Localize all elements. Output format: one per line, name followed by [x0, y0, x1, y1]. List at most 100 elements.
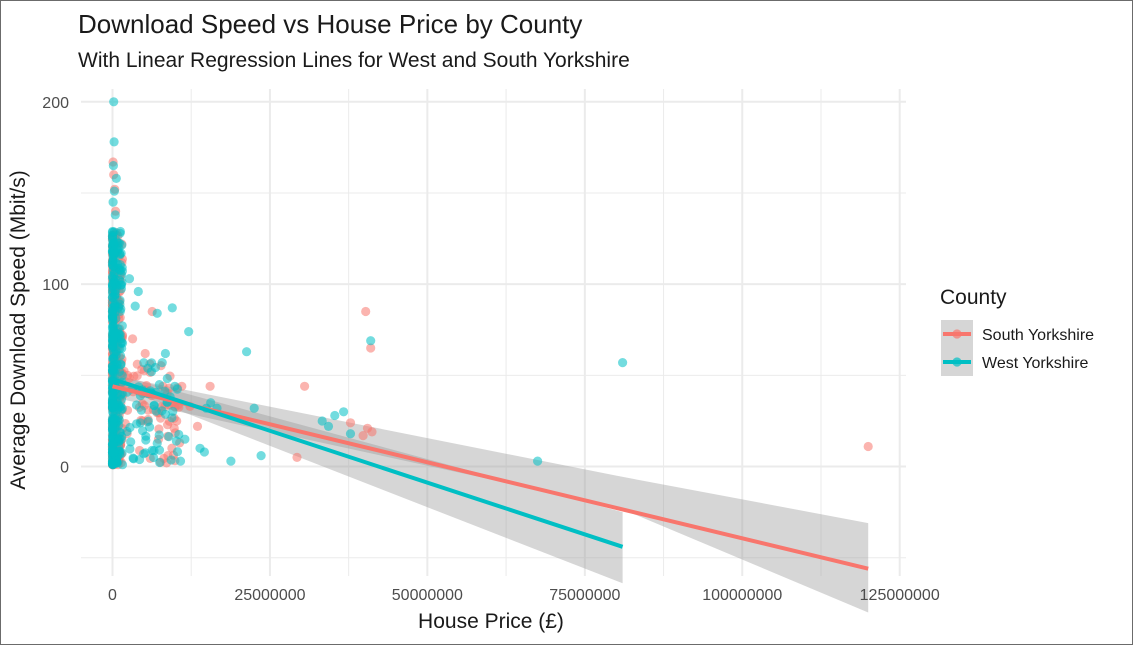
- data-point: [155, 457, 165, 468]
- data-point: [108, 197, 118, 207]
- data-point: [166, 455, 176, 465]
- data-point: [195, 443, 205, 453]
- chart-subtitle: With Linear Regression Lines for West an…: [78, 49, 630, 72]
- x-axis-title: House Price (£): [418, 610, 564, 633]
- data-point: [107, 364, 118, 374]
- data-point: [618, 358, 628, 368]
- data-point: [226, 456, 236, 466]
- data-point: [175, 456, 186, 466]
- data-point: [141, 431, 151, 441]
- data-point: [128, 334, 138, 344]
- data-point: [125, 422, 135, 433]
- regression-lines: [111, 377, 869, 571]
- data-point: [135, 454, 145, 465]
- data-point: [162, 373, 172, 384]
- data-point: [132, 371, 142, 381]
- data-point: [108, 335, 118, 345]
- data-point: [108, 260, 118, 271]
- data-point: [167, 303, 177, 313]
- confidence-band: [112, 375, 869, 613]
- data-point: [863, 441, 873, 452]
- data-point: [358, 431, 368, 441]
- data-point: [168, 406, 178, 416]
- data-point: [151, 406, 161, 416]
- data-point: [192, 421, 203, 431]
- data-point: [113, 302, 124, 312]
- data-point: [107, 458, 118, 468]
- data-point: [330, 410, 340, 421]
- data-point: [110, 210, 120, 220]
- data-point: [136, 405, 146, 415]
- data-point: [115, 295, 125, 305]
- x-tick-label: 100000000: [702, 587, 782, 604]
- data-point: [140, 348, 150, 359]
- data-point: [139, 358, 149, 368]
- data-point: [109, 238, 119, 248]
- data-point: [366, 343, 376, 353]
- data-point: [164, 432, 174, 442]
- legend-item: West Yorkshire: [941, 348, 1089, 376]
- data-point: [154, 380, 164, 390]
- y-tick-label: 0: [60, 460, 69, 477]
- y-axis-ticks: 0 100 200: [42, 95, 69, 477]
- data-point: [133, 286, 143, 297]
- x-tick-label: 50000000: [392, 587, 463, 604]
- minor-gridlines: [81, 89, 906, 576]
- data-point: [124, 274, 135, 284]
- data-point: [107, 283, 118, 293]
- data-point: [256, 451, 266, 461]
- data-point: [117, 404, 127, 414]
- data-point: [109, 186, 119, 196]
- data-point: [300, 381, 310, 391]
- legend-key-point: [952, 357, 962, 367]
- x-tick-label: 0: [108, 587, 117, 604]
- data-point: [115, 351, 126, 361]
- data-point: [171, 436, 181, 446]
- data-point: [154, 430, 164, 440]
- data-point: [152, 308, 162, 318]
- data-point: [292, 452, 302, 462]
- data-point: [108, 161, 118, 171]
- data-point: [143, 416, 153, 426]
- legend-item: South Yorkshire: [941, 320, 1094, 348]
- data-point: [117, 371, 127, 381]
- x-axis-ticks: 0 25000000 50000000 75000000 100000000 125000…: [108, 587, 940, 604]
- data-point: [140, 448, 150, 458]
- data-point: [111, 173, 121, 183]
- x-tick-label: 125000000: [860, 587, 940, 604]
- data-point: [109, 137, 119, 147]
- data-point: [108, 424, 118, 434]
- data-point: [126, 437, 136, 447]
- data-point: [146, 367, 157, 377]
- data-point: [345, 429, 356, 439]
- data-point: [116, 280, 127, 290]
- data-point: [339, 407, 349, 417]
- legend-label: South Yorkshire: [982, 327, 1094, 344]
- regression-line: [111, 377, 624, 549]
- data-point: [117, 389, 127, 399]
- data-point: [109, 447, 119, 458]
- data-point: [130, 301, 140, 311]
- major-gridlines: [81, 89, 906, 576]
- data-point: [109, 399, 119, 409]
- y-tick-label: 200: [42, 95, 69, 112]
- legend-label: West Yorkshire: [982, 355, 1089, 372]
- data-point: [115, 427, 125, 437]
- data-point: [366, 336, 376, 346]
- legend: County South Yorkshire West Yorkshire: [940, 286, 1094, 376]
- data-point: [149, 452, 159, 463]
- data-point: [109, 97, 119, 107]
- data-point: [317, 416, 327, 426]
- data-point: [172, 447, 183, 457]
- chart-title: Download Speed vs House Price by County: [78, 9, 582, 39]
- confidence-bands: [112, 373, 869, 613]
- data-point: [116, 435, 126, 445]
- data-point: [108, 440, 118, 450]
- y-tick-label: 100: [42, 277, 69, 294]
- data-point: [184, 327, 194, 337]
- legend-title: County: [940, 286, 1007, 309]
- data-point: [361, 306, 371, 317]
- data-point: [149, 446, 159, 456]
